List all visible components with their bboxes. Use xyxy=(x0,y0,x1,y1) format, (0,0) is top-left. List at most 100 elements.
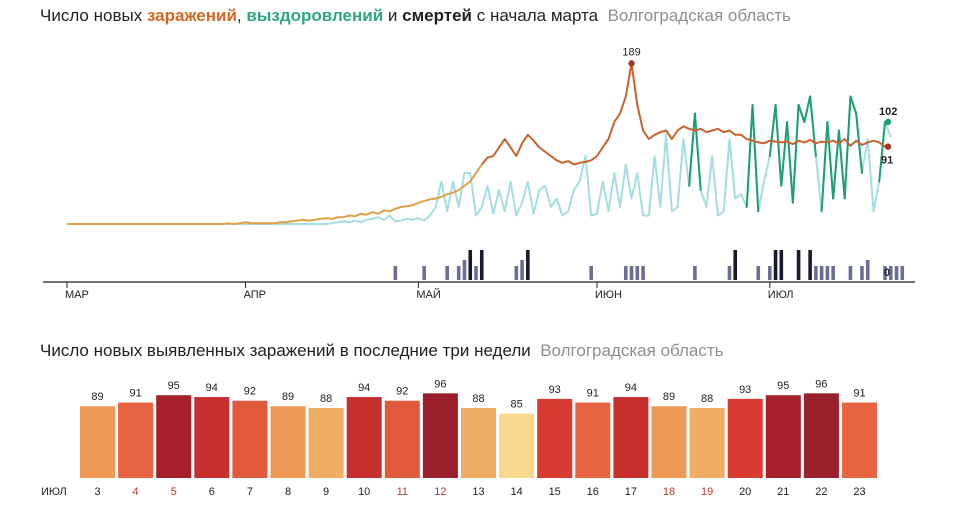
bar xyxy=(308,408,344,478)
death-bar xyxy=(825,266,830,280)
title2-main: Число новых выявленных заражений в после… xyxy=(40,341,531,360)
death-bar xyxy=(526,250,530,280)
death-bar xyxy=(814,266,818,280)
series-recoveries-high-segment xyxy=(820,121,829,213)
bar-category-label: 10 xyxy=(358,486,370,498)
death-bar xyxy=(641,266,645,280)
death-bar xyxy=(727,266,732,280)
bar-value-label: 94 xyxy=(625,382,637,394)
death-bar xyxy=(888,266,893,280)
bar xyxy=(422,393,458,478)
title2-region: Волгоградская область xyxy=(540,341,724,360)
series-recoveries-high-segment xyxy=(786,121,794,204)
title-deaths: смертей xyxy=(402,6,473,25)
bar-category-label: 4 xyxy=(133,486,139,498)
bar-value-label: 85 xyxy=(510,399,522,411)
x-tick-label: ИЮЛ xyxy=(768,289,794,301)
bar xyxy=(689,408,725,478)
death-bar xyxy=(474,266,478,280)
death-bar xyxy=(767,266,772,280)
chart-title-cases: Число новых заражений, выздоровлений и с… xyxy=(40,6,791,26)
bar xyxy=(499,413,535,478)
bar xyxy=(803,393,839,478)
bar-value-label: 92 xyxy=(396,386,408,398)
death-bar xyxy=(733,250,738,280)
title-infections: заражений xyxy=(146,6,237,25)
death-bar xyxy=(796,250,801,280)
bar xyxy=(80,406,115,478)
bar-value-label: 91 xyxy=(129,388,141,400)
bar-category-label: 11 xyxy=(397,486,408,498)
death-bar xyxy=(393,266,398,280)
bar-category-label: 13 xyxy=(472,486,484,498)
bar-value-label: 96 xyxy=(434,378,446,390)
bar-category-label: 15 xyxy=(549,486,561,498)
bar-value-label: 96 xyxy=(815,378,827,390)
series-recoveries-high-segment xyxy=(878,121,886,183)
death-bar xyxy=(445,266,449,280)
title-sep1: , xyxy=(236,6,247,25)
bar-value-label: 89 xyxy=(91,391,103,403)
bar xyxy=(118,402,154,478)
series-recoveries-high-segment xyxy=(688,112,696,187)
death-bar xyxy=(468,250,473,280)
series-recoveries-line xyxy=(67,95,892,225)
bar-value-label: 91 xyxy=(587,388,599,400)
bar-value-label: 94 xyxy=(358,382,370,394)
death-bar xyxy=(514,266,519,280)
series-recoveries-high-segment xyxy=(797,104,806,123)
death-bar xyxy=(629,266,634,280)
bar-category-label: 18 xyxy=(663,486,675,498)
death-bar xyxy=(462,260,467,280)
bar xyxy=(384,400,420,478)
bar xyxy=(232,400,268,478)
bar-category-label: 20 xyxy=(739,486,751,498)
bar-category-label: 16 xyxy=(587,486,599,498)
bar-value-label: 88 xyxy=(320,393,332,405)
death-bar xyxy=(456,266,461,280)
bar xyxy=(575,402,611,478)
bar-category-label: 7 xyxy=(247,486,253,498)
bar-value-label: 89 xyxy=(282,391,294,403)
series-recoveries-high-segment xyxy=(780,121,789,187)
death-bar xyxy=(894,266,899,280)
bar-value-label: 93 xyxy=(549,384,561,396)
death-bar xyxy=(589,266,594,280)
bar xyxy=(727,398,763,478)
series-recoveries-high-segment xyxy=(745,104,754,208)
bar xyxy=(765,395,801,478)
death-bar xyxy=(520,260,524,280)
bar-category-label: 19 xyxy=(701,486,713,498)
death-bar xyxy=(635,266,640,280)
bar-value-label: 92 xyxy=(244,386,256,398)
bar-value-label: 91 xyxy=(853,388,865,400)
title-recoveries: выздоровлений xyxy=(246,6,384,25)
bar-category-label: 14 xyxy=(510,486,522,498)
death-bar xyxy=(860,266,864,280)
bar xyxy=(842,402,877,478)
series-recoveries-high-segment xyxy=(849,95,858,115)
death-bar xyxy=(831,266,835,280)
chart-title-three-weeks: Число новых выявленных заражений в после… xyxy=(40,341,724,361)
bar-category-label: 9 xyxy=(323,486,329,498)
bar-value-label: 94 xyxy=(206,382,218,394)
death-bar xyxy=(623,266,628,280)
bar xyxy=(613,397,649,478)
series-recoveries-high-segment xyxy=(693,112,702,191)
death-bar xyxy=(865,260,870,280)
deaths-zero-label: 0 xyxy=(884,267,890,279)
death-bar xyxy=(883,266,887,280)
bar-category-label: 12 xyxy=(434,486,446,498)
bar-category-label: 6 xyxy=(209,486,215,498)
death-bar xyxy=(848,266,853,280)
death-bar xyxy=(479,250,484,280)
bar xyxy=(461,408,496,478)
month-label: ИЮЛ xyxy=(41,486,67,498)
bar xyxy=(270,406,306,478)
recoveries-end-marker xyxy=(884,118,892,126)
series-infections-line xyxy=(481,62,886,166)
bar-category-label: 5 xyxy=(171,486,177,498)
bar-category-label: 23 xyxy=(853,486,865,498)
series-recoveries-high-segment xyxy=(809,95,817,157)
